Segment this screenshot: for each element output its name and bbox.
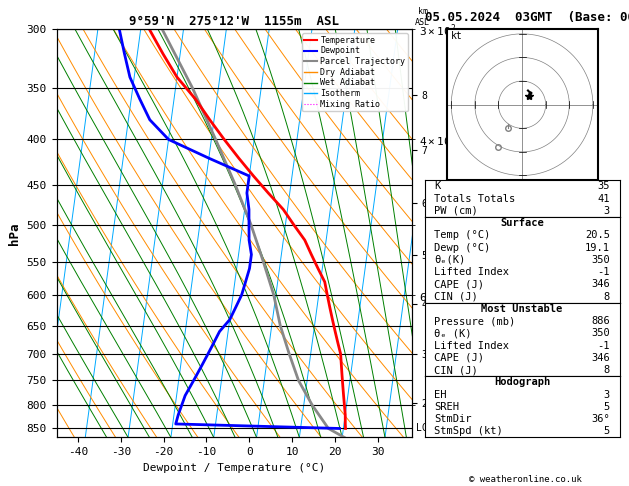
Text: 35: 35 bbox=[598, 181, 610, 191]
Text: Lifted Index: Lifted Index bbox=[435, 267, 509, 277]
Text: StmSpd (kt): StmSpd (kt) bbox=[435, 426, 503, 436]
Text: StmDir: StmDir bbox=[435, 414, 472, 424]
Text: 8: 8 bbox=[604, 365, 610, 375]
Text: 36°: 36° bbox=[591, 414, 610, 424]
Text: Pressure (mb): Pressure (mb) bbox=[435, 316, 516, 326]
Text: Lifted Index: Lifted Index bbox=[435, 341, 509, 350]
Y-axis label: Mixing Ratio (g/kg): Mixing Ratio (g/kg) bbox=[464, 177, 474, 289]
Text: Totals Totals: Totals Totals bbox=[435, 193, 516, 204]
Text: EH: EH bbox=[435, 390, 447, 399]
Title: 9°59'N  275°12'W  1155m  ASL: 9°59'N 275°12'W 1155m ASL bbox=[130, 15, 339, 28]
Text: 346: 346 bbox=[591, 279, 610, 289]
Text: 05.05.2024  03GMT  (Base: 06): 05.05.2024 03GMT (Base: 06) bbox=[425, 11, 629, 24]
Text: K: K bbox=[435, 181, 440, 191]
Text: 8: 8 bbox=[604, 292, 610, 301]
Text: SREH: SREH bbox=[435, 402, 459, 412]
Text: Most Unstable: Most Unstable bbox=[481, 304, 563, 314]
Text: 5: 5 bbox=[604, 402, 610, 412]
Text: CIN (J): CIN (J) bbox=[435, 292, 478, 301]
Text: PW (cm): PW (cm) bbox=[435, 206, 478, 216]
Text: Hodograph: Hodograph bbox=[494, 377, 550, 387]
Text: 350: 350 bbox=[591, 255, 610, 265]
Text: 20.5: 20.5 bbox=[585, 230, 610, 240]
Text: 3: 3 bbox=[604, 206, 610, 216]
Text: 41: 41 bbox=[598, 193, 610, 204]
Text: © weatheronline.co.uk: © weatheronline.co.uk bbox=[469, 474, 582, 484]
Text: kt: kt bbox=[451, 31, 463, 41]
Text: CAPE (J): CAPE (J) bbox=[435, 279, 484, 289]
Text: 3: 3 bbox=[604, 390, 610, 399]
Text: 886: 886 bbox=[591, 316, 610, 326]
Text: θₑ (K): θₑ (K) bbox=[435, 329, 472, 338]
Legend: Temperature, Dewpoint, Parcel Trajectory, Dry Adiabat, Wet Adiabat, Isotherm, Mi: Temperature, Dewpoint, Parcel Trajectory… bbox=[302, 34, 408, 111]
X-axis label: Dewpoint / Temperature (°C): Dewpoint / Temperature (°C) bbox=[143, 463, 325, 473]
Text: LCL: LCL bbox=[416, 423, 433, 434]
Text: Surface: Surface bbox=[500, 218, 544, 228]
Text: km
ASL: km ASL bbox=[415, 7, 430, 27]
Text: -1: -1 bbox=[598, 267, 610, 277]
Text: CIN (J): CIN (J) bbox=[435, 365, 478, 375]
Text: Dewp (°C): Dewp (°C) bbox=[435, 243, 491, 253]
Text: θₑ(K): θₑ(K) bbox=[435, 255, 465, 265]
Y-axis label: hPa: hPa bbox=[8, 222, 21, 244]
Text: 346: 346 bbox=[591, 353, 610, 363]
Text: CAPE (J): CAPE (J) bbox=[435, 353, 484, 363]
Text: 350: 350 bbox=[591, 329, 610, 338]
Text: Temp (°C): Temp (°C) bbox=[435, 230, 491, 240]
Text: 5: 5 bbox=[604, 426, 610, 436]
Text: 19.1: 19.1 bbox=[585, 243, 610, 253]
Text: -1: -1 bbox=[598, 341, 610, 350]
